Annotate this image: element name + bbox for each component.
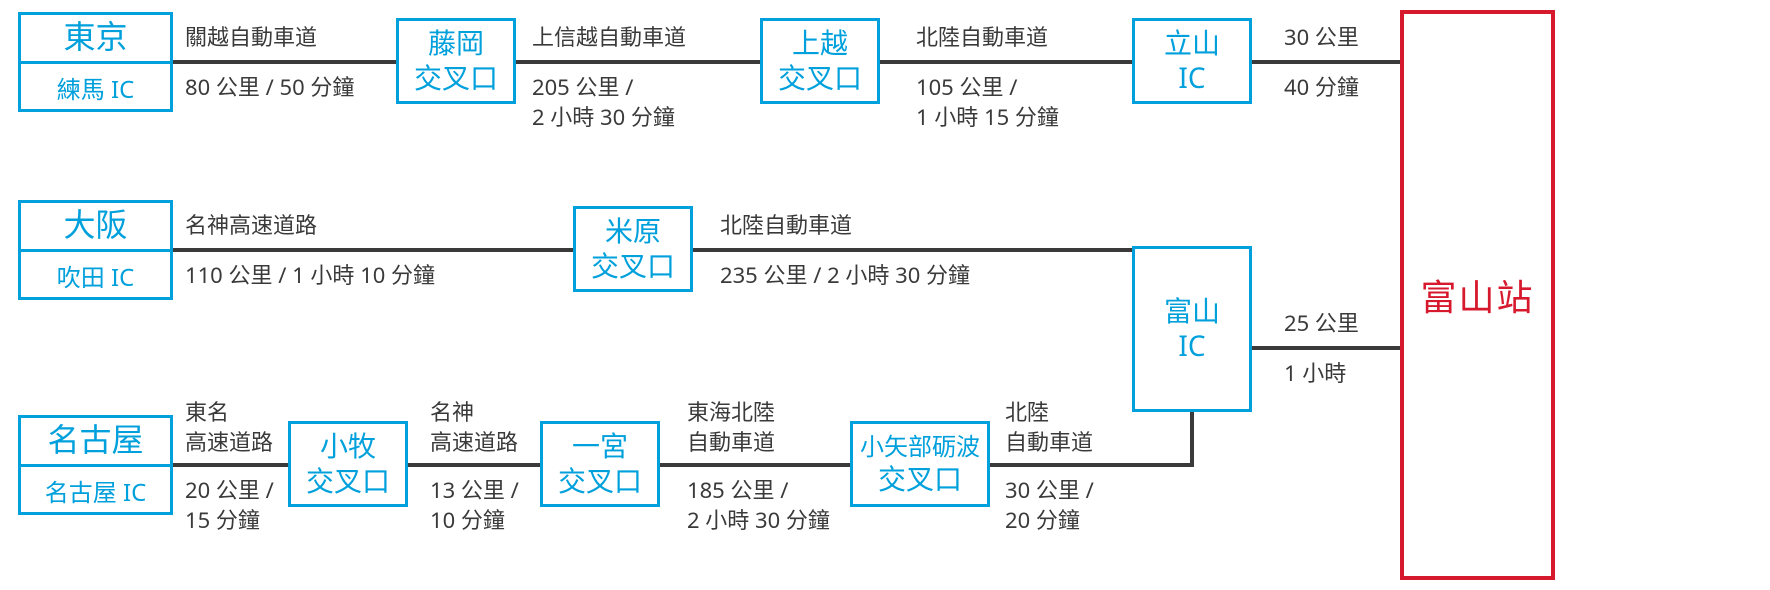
segment-road: 東海北陸 自動車道 — [687, 398, 775, 457]
jct-label-top: 藤岡 — [399, 26, 513, 61]
jct-label-bottom: 交叉口 — [853, 462, 987, 497]
origin-city: 東京 — [21, 12, 170, 63]
jct-tateyama: 立山 IC — [1132, 18, 1252, 104]
jct-label-top: 小矢部砺波 — [853, 432, 987, 462]
jct-label-bottom: 交叉口 — [291, 464, 405, 499]
origin-city: 名古屋 — [21, 415, 170, 466]
jct-label-bottom: IC — [1135, 329, 1249, 364]
connector — [660, 463, 850, 467]
connector-vertical — [1190, 412, 1194, 467]
origin-ic: 吹田 IC — [21, 252, 170, 300]
origin-box-osaka: 大阪 吹田 IC — [18, 200, 173, 300]
jct-label-bottom: 交叉口 — [399, 61, 513, 96]
destination-box: 富山站 — [1400, 10, 1555, 580]
jct-label-top: 一宮 — [543, 429, 657, 464]
destination-label: 富山站 — [1404, 269, 1551, 321]
jct-fujioka: 藤岡 交叉口 — [396, 18, 516, 104]
connector — [1252, 60, 1400, 64]
jct-ichinomiya: 一宮 交叉口 — [540, 421, 660, 507]
segment-dist: 235 公里 / 2 小時 30 分鐘 — [720, 261, 970, 291]
jct-oyabetonami: 小矢部砺波 交叉口 — [850, 421, 990, 507]
segment-dist: 40 分鐘 — [1284, 73, 1359, 103]
segment-road: 北陸自動車道 — [720, 211, 852, 241]
jct-komaki: 小牧 交叉口 — [288, 421, 408, 507]
segment-road: 名神 高速道路 — [430, 398, 518, 457]
connector — [880, 60, 1132, 64]
segment-road: 北陸自動車道 — [916, 23, 1048, 53]
segment-dist: 30 公里 / 20 分鐘 — [1005, 476, 1094, 535]
jct-maibara: 米原 交叉口 — [573, 206, 693, 292]
jct-label-bottom: IC — [1135, 61, 1249, 96]
connector — [173, 463, 288, 467]
jct-joetsu: 上越 交叉口 — [760, 18, 880, 104]
jct-label-top: 米原 — [576, 214, 690, 249]
segment-road: 30 公里 — [1284, 23, 1359, 53]
connector — [990, 463, 1190, 467]
segment-road: 北陸 自動車道 — [1005, 398, 1093, 457]
jct-label-bottom: 交叉口 — [763, 61, 877, 96]
segment-road: 東名 高速道路 — [185, 398, 273, 457]
jct-label-bottom: 交叉口 — [576, 249, 690, 284]
segment-dist: 80 公里 / 50 分鐘 — [185, 73, 354, 103]
connector — [1252, 346, 1400, 350]
origin-ic: 名古屋 IC — [21, 467, 170, 515]
segment-dist: 13 公里 / 10 分鐘 — [430, 476, 519, 535]
segment-road: 上信越自動車道 — [532, 23, 686, 53]
route-diagram: 富山站 東京 練馬 IC 關越自動車道 80 公里 / 50 分鐘 藤岡 交叉口… — [0, 0, 1770, 590]
origin-city: 大阪 — [21, 200, 170, 251]
segment-road: 25 公里 — [1284, 309, 1359, 339]
segment-dist: 20 公里 / 15 分鐘 — [185, 476, 274, 535]
segment-road: 關越自動車道 — [185, 23, 317, 53]
connector — [693, 248, 1132, 252]
jct-toyama-ic: 富山 IC — [1132, 246, 1252, 412]
connector — [173, 248, 573, 252]
jct-label-bottom: 交叉口 — [543, 464, 657, 499]
segment-road: 名神高速道路 — [185, 211, 317, 241]
jct-label-top: 上越 — [763, 26, 877, 61]
segment-dist: 1 小時 — [1284, 359, 1346, 389]
connector — [173, 60, 396, 64]
origin-box-nagoya: 名古屋 名古屋 IC — [18, 415, 173, 515]
connector — [408, 463, 540, 467]
segment-dist: 105 公里 / 1 小時 15 分鐘 — [916, 73, 1059, 132]
segment-dist: 185 公里 / 2 小時 30 分鐘 — [687, 476, 830, 535]
jct-label-top: 立山 — [1135, 26, 1249, 61]
connector — [516, 60, 760, 64]
segment-dist: 205 公里 / 2 小時 30 分鐘 — [532, 73, 675, 132]
origin-box-tokyo: 東京 練馬 IC — [18, 12, 173, 112]
origin-ic: 練馬 IC — [21, 64, 170, 112]
segment-dist: 110 公里 / 1 小時 10 分鐘 — [185, 261, 435, 291]
jct-label-top: 富山 — [1135, 294, 1249, 329]
jct-label-top: 小牧 — [291, 429, 405, 464]
